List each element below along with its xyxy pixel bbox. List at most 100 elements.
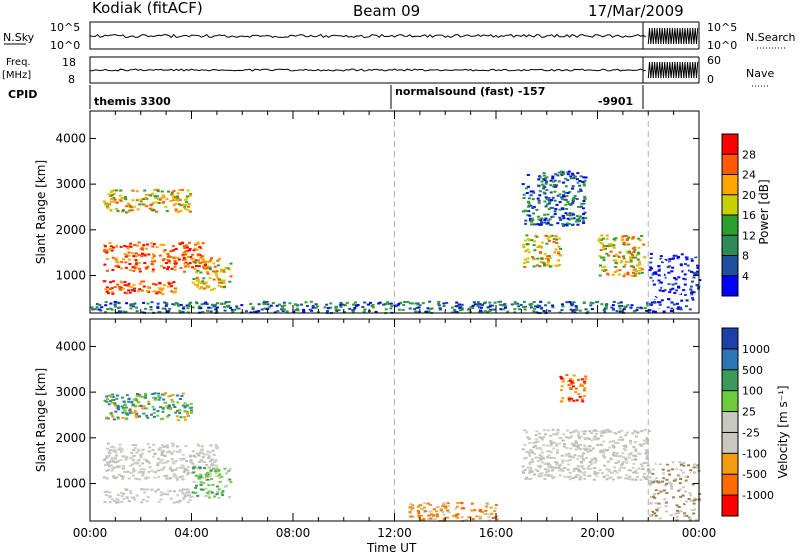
- data-cell: [200, 303, 204, 306]
- data-cell: [296, 304, 300, 307]
- data-cell: [667, 271, 671, 274]
- data-cell: [582, 432, 586, 435]
- data-cell: [186, 263, 190, 266]
- data-cell: [123, 291, 127, 294]
- data-cell: [691, 255, 695, 258]
- data-cell: [689, 461, 693, 464]
- data-cell: [649, 483, 652, 486]
- data-cell: [378, 301, 382, 304]
- data-cell: [127, 477, 131, 480]
- data-cell: [631, 238, 634, 240]
- data-cell: [105, 250, 109, 253]
- data-cell: [188, 461, 192, 464]
- data-cell: [186, 256, 190, 259]
- data-cell: [650, 296, 654, 299]
- data-cell: [666, 255, 670, 258]
- data-cell: [195, 452, 199, 455]
- data-cell: [614, 261, 618, 264]
- data-cell: [417, 310, 421, 313]
- data-cell: [526, 185, 530, 188]
- data-cell: [557, 171, 561, 174]
- data-cell: [162, 258, 166, 261]
- data-cell: [108, 495, 112, 498]
- data-cell: [217, 488, 221, 491]
- data-cell: [145, 460, 149, 463]
- data-cell: [694, 298, 698, 301]
- data-cell: [416, 303, 420, 306]
- data-cell: [634, 256, 638, 259]
- data-cell: [142, 244, 146, 247]
- data-cell: [568, 399, 572, 402]
- data-cell: [565, 208, 568, 210]
- data-cell: [182, 203, 186, 206]
- data-cell: [542, 457, 546, 460]
- data-cell: [219, 279, 223, 282]
- data-cell: [681, 260, 685, 263]
- data-cell: [141, 246, 145, 249]
- data-cell: [105, 395, 109, 398]
- data-cell: [128, 204, 131, 206]
- data-cell: [561, 303, 564, 306]
- data-cell: [471, 307, 475, 309]
- data-cell: [620, 260, 624, 262]
- data-cell: [121, 455, 125, 458]
- data-cell: [121, 478, 125, 481]
- data-cell: [565, 447, 569, 450]
- data-cell: [128, 412, 132, 415]
- data-cell: [115, 258, 119, 261]
- data-cell: [134, 404, 138, 407]
- data-cell: [109, 191, 113, 194]
- data-cell: [151, 449, 155, 452]
- data-cell: [506, 310, 510, 313]
- data-cell: [668, 258, 672, 261]
- data-cell: [201, 257, 205, 260]
- data-cell: [427, 310, 431, 313]
- data-cell: [542, 310, 546, 313]
- data-cell: [181, 478, 185, 481]
- data-cell: [218, 257, 222, 260]
- data-cell: [173, 406, 177, 408]
- data-cell: [683, 514, 686, 517]
- data-cell: [549, 441, 553, 444]
- cpid-entry-1: themis 3300: [94, 95, 171, 108]
- velocity-colorbar-label: Velocity [m s⁻¹]: [776, 385, 790, 478]
- data-cell: [577, 455, 581, 457]
- data-cell: [193, 261, 197, 264]
- data-cell: [107, 464, 110, 467]
- data-cell: [640, 430, 644, 433]
- data-cell: [529, 477, 533, 480]
- data-cell: [563, 475, 567, 478]
- data-cell: [607, 429, 611, 432]
- data-cell: [427, 517, 431, 520]
- data-cell: [590, 439, 594, 442]
- data-cell: [193, 464, 197, 467]
- data-cell: [188, 248, 192, 250]
- data-cell: [692, 512, 696, 515]
- data-cell: [156, 464, 160, 467]
- data-cell: [363, 308, 367, 311]
- data-cell: [537, 178, 541, 181]
- data-cell: [694, 514, 698, 517]
- data-cell: [163, 454, 167, 457]
- data-cell: [326, 310, 329, 312]
- data-cell: [110, 401, 114, 404]
- data-cell: [152, 201, 156, 204]
- data-cell: [674, 278, 678, 281]
- data-cell: [214, 303, 218, 306]
- data-cell: [605, 245, 609, 247]
- data-cell: [532, 191, 536, 194]
- data-cell: [675, 476, 679, 479]
- data-cell: [530, 220, 534, 223]
- data-cell: [153, 195, 157, 198]
- data-cell: [592, 458, 595, 461]
- data-cell: [484, 509, 488, 512]
- data-cell: [602, 476, 606, 478]
- data-cell: [692, 499, 696, 502]
- data-cell: [189, 459, 193, 462]
- data-cell: [221, 490, 225, 493]
- data-cell: [148, 466, 152, 469]
- data-cell: [567, 398, 571, 401]
- data-cell: [560, 377, 564, 380]
- data-cell: [569, 447, 573, 450]
- data-cell: [229, 481, 233, 484]
